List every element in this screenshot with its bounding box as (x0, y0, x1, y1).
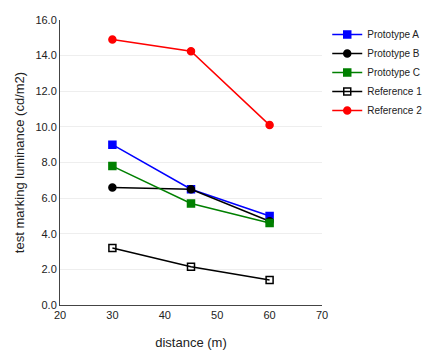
svg-text:6.0: 6.0 (42, 192, 57, 204)
svg-text:16.0: 16.0 (35, 14, 56, 26)
svg-text:20: 20 (54, 309, 66, 321)
svg-text:60: 60 (263, 309, 275, 321)
svg-text:0.0: 0.0 (42, 299, 57, 311)
svg-text:Prototype B: Prototype B (367, 48, 420, 59)
svg-text:Prototype A: Prototype A (367, 29, 419, 40)
svg-text:14.0: 14.0 (35, 49, 56, 61)
svg-text:30: 30 (106, 309, 118, 321)
svg-text:4.0: 4.0 (42, 228, 57, 240)
svg-text:70: 70 (316, 309, 328, 321)
svg-text:Prototype C: Prototype C (367, 67, 420, 78)
svg-text:12.0: 12.0 (35, 85, 56, 97)
svg-text:distance (m): distance (m) (155, 335, 227, 350)
svg-text:50: 50 (211, 309, 223, 321)
svg-text:8.0: 8.0 (42, 156, 57, 168)
svg-text:test marking luminance (cd/m2): test marking luminance (cd/m2) (12, 72, 27, 253)
svg-text:Reference 2: Reference 2 (367, 105, 422, 116)
svg-text:2.0: 2.0 (42, 263, 57, 275)
svg-text:Reference 1: Reference 1 (367, 86, 422, 97)
svg-text:10.0: 10.0 (35, 121, 56, 133)
svg-text:40: 40 (159, 309, 171, 321)
